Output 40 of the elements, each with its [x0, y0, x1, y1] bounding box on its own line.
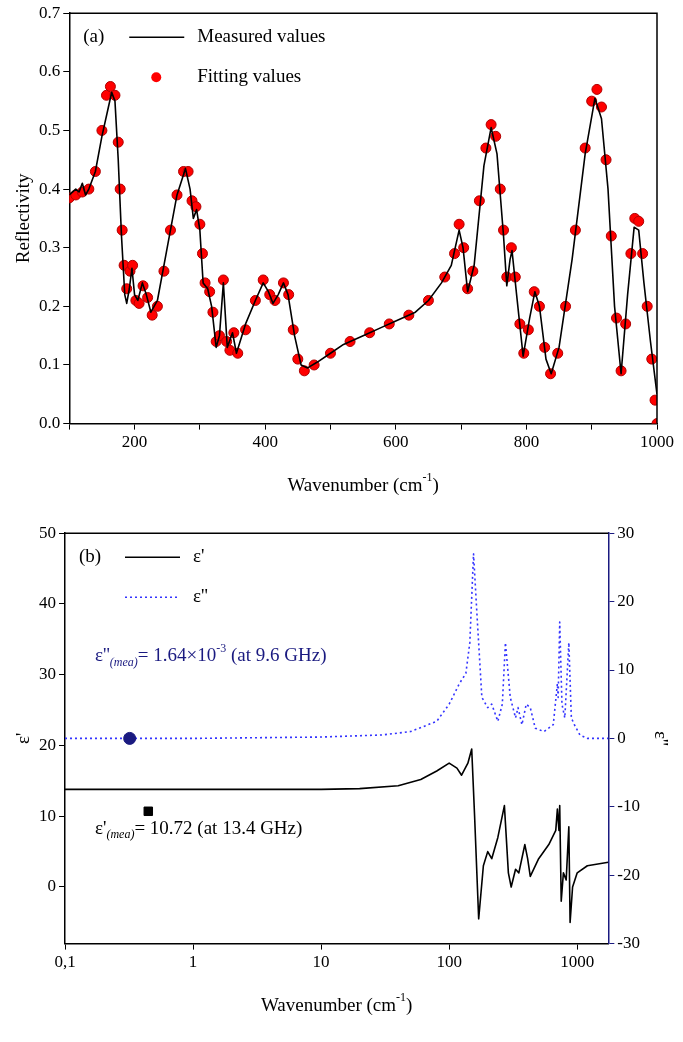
y-tick-label: 0.3 — [39, 237, 61, 257]
y-tick-label: 0.2 — [39, 295, 61, 315]
y-tick-label: 0.7 — [39, 2, 61, 22]
y-tick-label: 0.4 — [39, 178, 61, 198]
x-tick-label: 1000 — [560, 952, 595, 972]
annotation: (a) — [83, 25, 105, 48]
y2-tick-label: -10 — [617, 796, 641, 816]
y-tick-label: 30 — [39, 664, 56, 684]
y-tick-label: 0.0 — [39, 413, 61, 433]
x-tick-label: 600 — [383, 432, 409, 452]
x-tick-label: 1 — [188, 952, 198, 972]
legend-label: Fitting values — [197, 65, 302, 87]
x-tick-label: 800 — [513, 432, 540, 452]
y-axis-title: Reflectivity — [11, 173, 33, 264]
y-tick-label: 40 — [39, 593, 56, 613]
y-tick-label: 0 — [47, 876, 56, 896]
x-tick-label: 100 — [436, 952, 462, 972]
y2-tick-label: -30 — [617, 933, 641, 953]
y2-tick-label: 20 — [617, 591, 635, 611]
y-tick-label: 0.1 — [39, 354, 61, 374]
y2-tick-label: 0 — [617, 727, 626, 747]
y-tick-label: 20 — [39, 734, 56, 754]
y2-tick-label: 10 — [617, 659, 635, 679]
y2-tick-label: -20 — [617, 864, 641, 884]
x-tick-label: 200 — [121, 432, 148, 452]
y2-tick-label: 30 — [617, 522, 635, 542]
legend-label: Measured values — [197, 25, 326, 47]
x-tick-label: 10 — [312, 952, 330, 972]
x-tick-label: 0,1 — [54, 952, 76, 972]
y-tick-label: 10 — [39, 805, 56, 825]
y-axis-title: ε' — [11, 732, 33, 745]
y-tick-label: 50 — [39, 522, 56, 542]
legend-label: ε'' — [193, 585, 208, 607]
annotation: (b) — [79, 545, 102, 568]
x-tick-label: 1000 — [640, 432, 674, 452]
y-tick-label: 0.6 — [39, 61, 61, 81]
legend-label: ε' — [193, 545, 205, 567]
y2-axis-title: ε'' — [651, 730, 673, 746]
y-tick-label: 0.5 — [39, 119, 61, 139]
x-tick-label: 400 — [252, 432, 278, 452]
